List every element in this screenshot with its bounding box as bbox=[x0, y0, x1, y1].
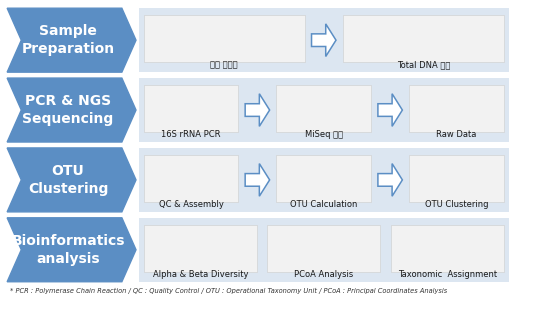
Polygon shape bbox=[7, 8, 136, 72]
Polygon shape bbox=[7, 148, 136, 212]
Text: Sample
Preparation: Sample Preparation bbox=[21, 24, 115, 56]
Bar bbox=[138, 8, 509, 72]
Polygon shape bbox=[378, 94, 403, 126]
Text: * PCR : Polymerase Chain Reaction / QC : Quality Control / OTU : Operational Tax: * PCR : Polymerase Chain Reaction / QC :… bbox=[10, 288, 447, 294]
Bar bbox=[391, 225, 504, 272]
Text: Bioinformatics
analysis: Bioinformatics analysis bbox=[11, 234, 125, 266]
Bar bbox=[409, 155, 504, 202]
Text: Alpha & Beta Diversity: Alpha & Beta Diversity bbox=[153, 270, 248, 279]
Bar bbox=[343, 15, 504, 62]
Text: OTU
Clustering: OTU Clustering bbox=[28, 164, 108, 196]
Polygon shape bbox=[7, 78, 136, 142]
Text: Taxonomic  Assignment: Taxonomic Assignment bbox=[398, 270, 497, 279]
Bar bbox=[277, 155, 371, 202]
Text: PCR & NGS
Sequencing: PCR & NGS Sequencing bbox=[23, 94, 114, 126]
Bar bbox=[277, 85, 371, 132]
Bar bbox=[267, 225, 381, 272]
Bar bbox=[144, 155, 239, 202]
Text: OTU Clustering: OTU Clustering bbox=[425, 200, 488, 209]
Text: OTU Calculation: OTU Calculation bbox=[290, 200, 358, 209]
Bar bbox=[409, 85, 504, 132]
Text: Total DNA 추출: Total DNA 추출 bbox=[397, 61, 450, 70]
Polygon shape bbox=[245, 164, 270, 196]
Text: MiSeq 분석: MiSeq 분석 bbox=[304, 131, 343, 139]
Bar bbox=[144, 225, 257, 272]
Text: 16S rRNA PCR: 16S rRNA PCR bbox=[161, 131, 221, 139]
Bar bbox=[138, 218, 509, 282]
Text: PCoA Analysis: PCoA Analysis bbox=[294, 270, 353, 279]
Bar bbox=[138, 148, 509, 212]
Text: QC & Assembly: QC & Assembly bbox=[159, 200, 224, 209]
Bar bbox=[138, 78, 509, 142]
Polygon shape bbox=[311, 24, 336, 56]
Text: Raw Data: Raw Data bbox=[436, 131, 477, 139]
Polygon shape bbox=[245, 94, 270, 126]
Bar bbox=[144, 85, 239, 132]
Polygon shape bbox=[7, 218, 136, 282]
Bar bbox=[144, 15, 305, 62]
Text: 식품 샘플링: 식품 샘플링 bbox=[211, 61, 238, 70]
Polygon shape bbox=[378, 164, 403, 196]
